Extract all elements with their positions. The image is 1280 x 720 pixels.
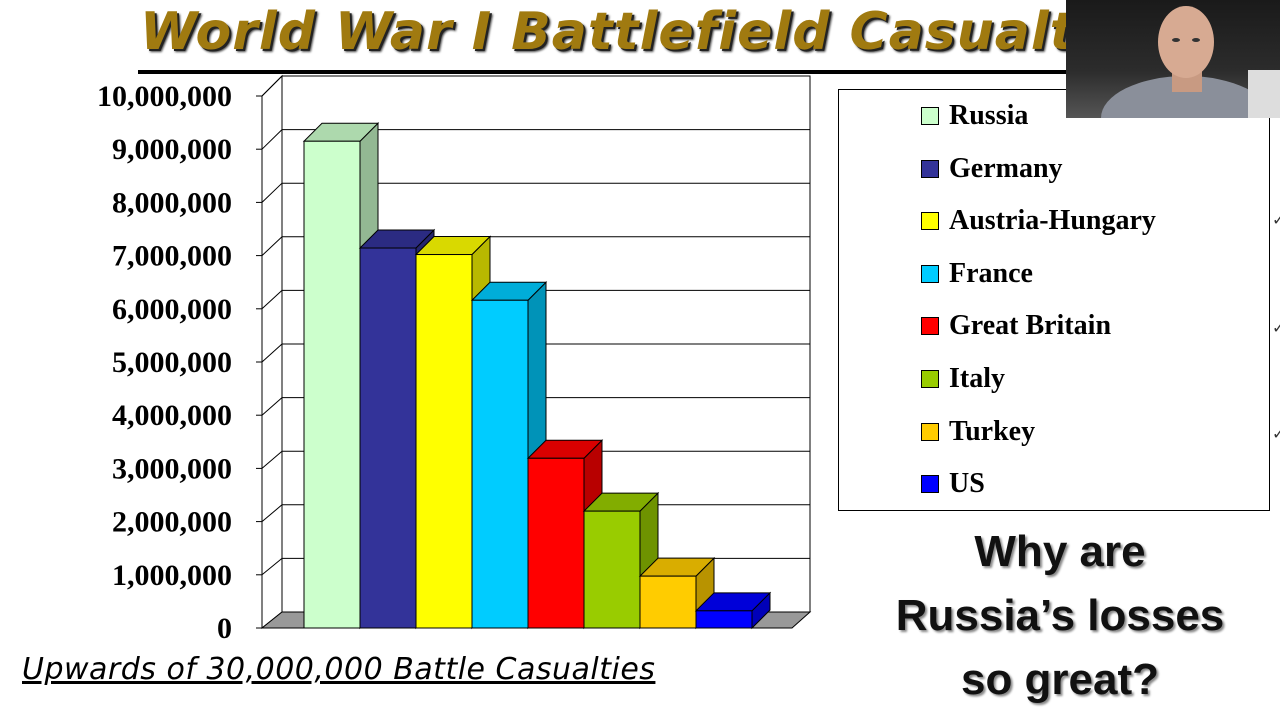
- presenter-silhouette: [1101, 6, 1280, 118]
- legend-item: Austria-Hungary: [921, 201, 1156, 241]
- presenter-webcam-icon: [1066, 0, 1280, 118]
- y-tick-label: 0: [217, 612, 232, 645]
- legend-item: Germany: [921, 149, 1063, 189]
- gridline-side: [261, 343, 283, 363]
- question-line-1: Why are: [974, 527, 1146, 576]
- legend-item: Russia: [921, 96, 1028, 136]
- legend-item: Great Britain: [921, 306, 1111, 346]
- bar-turkey: [638, 556, 716, 630]
- y-tick-label: 3,000,000: [112, 452, 232, 485]
- legend-label: Italy: [949, 363, 1005, 394]
- gridline-side: [261, 450, 283, 469]
- question-line-3: so great?: [960, 655, 1160, 704]
- question-line-2: Russia’s losses: [895, 591, 1225, 640]
- gridline-side: [261, 504, 283, 522]
- legend-swatch: [921, 107, 939, 125]
- gridline-side: [261, 236, 283, 256]
- gridline-side: [261, 397, 283, 416]
- legend-item: US: [921, 464, 985, 504]
- edge-mark: ✓: [1272, 210, 1280, 229]
- bar-us: [694, 591, 772, 630]
- title-underline: [138, 70, 1068, 74]
- y-tick-label: 7,000,000: [112, 240, 232, 273]
- legend-label: Russia: [949, 100, 1029, 131]
- chart-bars: [302, 122, 772, 630]
- gridline-side: [261, 558, 283, 576]
- y-tick-label: 6,000,000: [112, 293, 232, 326]
- chart-side-wall: [261, 74, 283, 630]
- legend-item: Turkey: [921, 412, 1035, 452]
- legend-label: Germany: [949, 152, 1063, 184]
- legend-swatch: [921, 212, 939, 231]
- y-tick-label: 10,000,000: [97, 80, 232, 113]
- y-tick-label: 4,000,000: [112, 399, 232, 432]
- legend-label: Austria-Hungary: [949, 205, 1156, 237]
- y-tick-label: 1,000,000: [112, 559, 232, 592]
- gridline-side: [261, 129, 283, 150]
- bar-chart: 0 1,000,000 2,000,000 3,000,000 4,000,000 5,0…: [97, 74, 812, 645]
- legend-label: France: [949, 257, 1033, 289]
- legend-item: France: [921, 254, 1033, 294]
- legend-label: Turkey: [949, 415, 1036, 447]
- gridline-side: [261, 182, 283, 203]
- question-text: Why are Russia’s losses so great?: [840, 520, 1280, 712]
- y-tick-label: 2,000,000: [112, 506, 232, 539]
- y-tick-label: 5,000,000: [112, 346, 232, 379]
- legend-swatch: [921, 370, 939, 388]
- chart-legend: Russia Germany Austria-Hungary France Great …: [838, 89, 1270, 511]
- legend-label: US: [949, 468, 985, 500]
- y-tick-label: 8,000,000: [112, 186, 232, 219]
- legend-item: Italy: [921, 359, 1005, 399]
- edge-mark: ✓: [1272, 424, 1280, 443]
- caption: Upwards of 30,000,000 Battle Casualties: [22, 652, 656, 687]
- y-axis-ticks: 0 1,000,000 2,000,000 3,000,000 4,000,000 5,0…: [97, 80, 262, 645]
- legend-label: Great Britain: [949, 310, 1112, 342]
- y-tick-label: 9,000,000: [112, 133, 232, 166]
- legend-swatch: [921, 422, 939, 441]
- legend-swatch: [921, 317, 939, 336]
- slide-title: World War I Battlefield Casualties: [140, 2, 1140, 62]
- legend-swatch: [921, 475, 939, 494]
- gridline-side: [261, 290, 283, 310]
- legend-swatch: [921, 264, 939, 283]
- bar-italy: [582, 491, 660, 630]
- edge-mark: ✓: [1272, 318, 1280, 337]
- gridline-side: [261, 75, 283, 97]
- legend-swatch: [921, 159, 939, 178]
